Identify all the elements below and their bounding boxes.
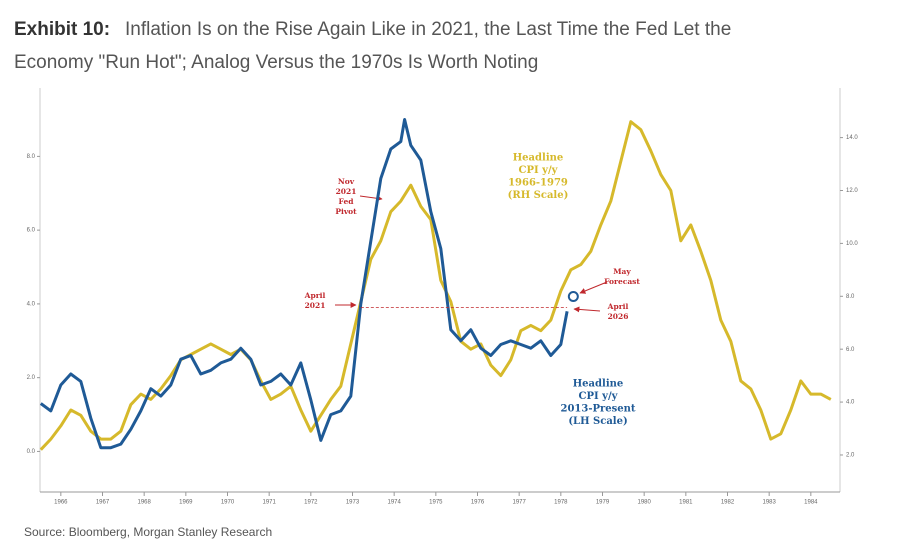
title-label: Exhibit 10: bbox=[14, 19, 110, 40]
annotation: Pivot bbox=[335, 207, 357, 216]
legend-label: (LH Scale) bbox=[568, 416, 627, 427]
x-tick-label: 1975 bbox=[429, 500, 443, 506]
x-tick-label: 1983 bbox=[762, 500, 776, 506]
series-line bbox=[39, 120, 832, 451]
x-tick-label: 1967 bbox=[96, 500, 110, 506]
x-tick-label: 1977 bbox=[512, 500, 526, 506]
x-tick-label: 1969 bbox=[179, 500, 193, 506]
y-tick-label: 2.0 bbox=[27, 375, 36, 381]
annotation: 2021 bbox=[305, 301, 326, 310]
x-tick-label: 1968 bbox=[137, 500, 151, 506]
legend-label: CPI y/y bbox=[519, 165, 559, 176]
x-tick-label: 1970 bbox=[221, 500, 235, 506]
title-line: Economy "Run Hot"; Analog Versus the 197… bbox=[14, 52, 538, 73]
x-tick-label: 1974 bbox=[387, 500, 401, 506]
y2-tick-label: 14.0 bbox=[846, 135, 858, 141]
legend-label: CPI y/y bbox=[579, 391, 619, 402]
arrow bbox=[573, 306, 601, 313]
y-tick-label: 0.0 bbox=[27, 449, 36, 455]
source: Source: Bloomberg, Morgan Stanley Resear… bbox=[24, 525, 272, 539]
arrow bbox=[579, 281, 608, 294]
annotation: Forecast bbox=[604, 277, 640, 286]
x-tick-label: 1980 bbox=[637, 500, 651, 506]
y2-tick-label: 2.0 bbox=[846, 453, 855, 459]
x-tick-label: 1966 bbox=[54, 500, 68, 506]
annotation: Fed bbox=[339, 197, 355, 206]
forecast-point bbox=[567, 291, 579, 303]
y2-tick-label: 10.0 bbox=[846, 241, 858, 247]
annotation: April bbox=[607, 302, 629, 311]
series-line bbox=[39, 118, 569, 450]
x-tick-label: 1978 bbox=[554, 500, 568, 506]
x-tick-label: 1971 bbox=[262, 500, 276, 506]
y2-tick-label: 12.0 bbox=[846, 188, 858, 194]
annotation: 2026 bbox=[608, 312, 629, 321]
legend-label: Headline bbox=[513, 153, 564, 164]
y-tick-label: 6.0 bbox=[27, 228, 36, 234]
legend-label: 2013-Present bbox=[560, 404, 635, 415]
legend-label: Headline bbox=[573, 379, 624, 390]
x-tick-label: 1972 bbox=[304, 500, 318, 506]
y-tick-label: 8.0 bbox=[27, 154, 36, 160]
x-tick-label: 1984 bbox=[804, 500, 818, 506]
title-line: Inflation Is on the Rise Again Like in 2… bbox=[125, 19, 731, 40]
y-tick-label: 4.0 bbox=[27, 301, 36, 307]
legend-label: 1966-1979 bbox=[508, 178, 568, 189]
annotation: May bbox=[613, 267, 631, 276]
annotation: Nov bbox=[338, 177, 355, 186]
x-tick-label: 1976 bbox=[471, 500, 485, 506]
legend-label: (RH Scale) bbox=[508, 190, 569, 201]
x-tick-label: 1973 bbox=[346, 500, 360, 506]
x-tick-label: 1982 bbox=[721, 500, 735, 506]
x-tick-label: 1979 bbox=[596, 500, 610, 506]
y2-tick-label: 4.0 bbox=[846, 400, 855, 406]
annotation: 2021 bbox=[336, 187, 357, 196]
y2-tick-label: 6.0 bbox=[846, 347, 855, 353]
annotation: April bbox=[304, 291, 326, 300]
x-tick-label: 1981 bbox=[679, 500, 693, 506]
y2-tick-label: 8.0 bbox=[846, 294, 855, 300]
